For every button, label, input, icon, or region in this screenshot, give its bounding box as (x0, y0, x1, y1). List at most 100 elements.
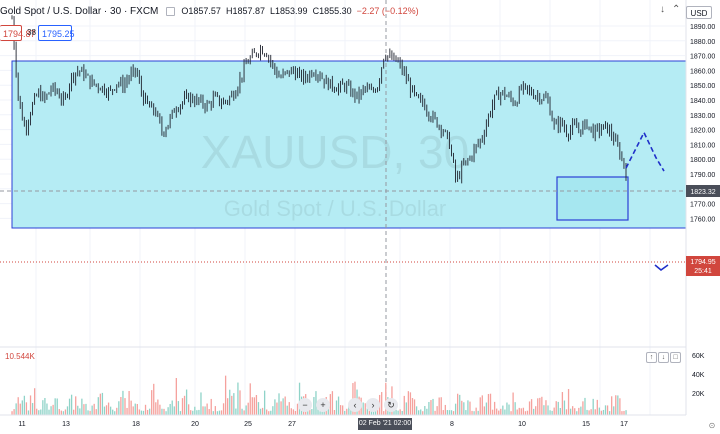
volume-value: 10.544K (5, 352, 35, 361)
volume-bar (532, 408, 535, 415)
scroll-right-icon[interactable]: › (366, 398, 380, 412)
corner-clock-icon: ⊙ (709, 421, 716, 430)
visibility-toggle-icon[interactable] (166, 6, 176, 16)
pane-up-icon[interactable]: ↑ (646, 352, 657, 363)
arrow-down-icon[interactable]: ↓ (660, 4, 665, 15)
volume-bar (282, 398, 284, 415)
volume-bar (537, 398, 539, 415)
reset-chart-icon[interactable]: ↻ (384, 398, 398, 412)
volume-bar (75, 396, 77, 415)
buy-button[interactable]: 1795.25 (38, 25, 75, 41)
volume-bar (192, 410, 194, 415)
pane-down-icon[interactable]: ↓ (658, 352, 669, 363)
volume-bar (188, 404, 190, 415)
volume-bar (218, 410, 221, 415)
volume-bar (344, 410, 346, 415)
volume-bar (73, 409, 75, 415)
volume-bar (272, 406, 274, 415)
time-axis[interactable]: 11 13 18 20 25 27 8 10 15 17 (18, 421, 628, 428)
volume-bar (151, 390, 153, 415)
volume-bar (452, 411, 455, 415)
volume-bar (40, 409, 42, 415)
volume-bar (103, 406, 106, 415)
volume-bar (487, 393, 490, 415)
volume-bar (516, 409, 518, 415)
volume-bar (403, 395, 405, 415)
volume-bar (362, 402, 364, 415)
ohlc-open: O1857.57 (181, 6, 221, 16)
volume-bar (411, 398, 414, 415)
volume-bar (183, 395, 186, 415)
volume-bar (374, 409, 377, 415)
volume-bar (576, 411, 578, 415)
volume-bar (128, 391, 130, 415)
volume-bar (290, 408, 292, 415)
time-tick-label: 20 (191, 421, 199, 428)
sell-button[interactable]: 1794.87 (0, 25, 36, 41)
volume-bar (134, 403, 136, 415)
symbol-title[interactable]: Gold Spot / U.S. Dollar · 30 · FXCM (0, 5, 159, 17)
price-tick-label: 1820.00 (690, 128, 715, 135)
volume-bar (559, 407, 561, 415)
chevron-up-icon[interactable]: ⌃ (672, 4, 681, 15)
volume-bar (440, 397, 442, 415)
volume-bar (251, 397, 253, 415)
volume-bar (506, 402, 508, 415)
consolidation-rectangle[interactable] (556, 176, 629, 221)
volume-bar (329, 394, 331, 415)
scroll-left-icon[interactable]: ‹ (348, 398, 362, 412)
countdown-text: 25:41 (694, 268, 712, 275)
zoom-in-icon[interactable]: + (316, 398, 330, 412)
volume-bar (309, 409, 311, 415)
time-tick-label: 25 (244, 421, 252, 428)
volume-bar (60, 410, 62, 415)
volume-bar (444, 404, 446, 415)
volume-bar (292, 409, 295, 415)
projection-path[interactable] (625, 130, 665, 172)
volume-bar (580, 406, 582, 415)
price-tick-label: 1870.00 (690, 54, 715, 61)
volume-bar (222, 403, 225, 415)
volume-bar (11, 411, 13, 415)
volume-bar (417, 410, 420, 415)
volume-bar (56, 398, 58, 415)
volume-bar (245, 405, 247, 415)
price-tick-label: 1800.00 (690, 157, 715, 164)
volume-bar (438, 397, 440, 415)
volume-bar (179, 411, 182, 415)
volume-bar (140, 410, 143, 415)
price-tick-label: 1830.00 (690, 113, 715, 120)
volume-bar (266, 409, 268, 415)
volume-bar (112, 409, 114, 415)
volume-bar (109, 406, 112, 415)
volume-bar (596, 399, 598, 415)
volume-bar (514, 402, 516, 415)
volume-bar (27, 410, 30, 415)
volume-bar (436, 406, 438, 415)
pane-maximize-icon[interactable]: □ (670, 352, 681, 363)
volume-bar (261, 407, 264, 415)
volume-bar (543, 405, 545, 415)
volume-bar (175, 378, 177, 415)
volume-bar (126, 407, 128, 415)
volume-bar (89, 410, 91, 415)
time-tick-label: 10 (518, 421, 526, 428)
volume-bar (623, 410, 625, 415)
volume-bar (319, 411, 321, 415)
zoom-out-icon[interactable]: − (298, 398, 312, 412)
volume-bar (551, 410, 553, 415)
volume-bar (136, 403, 138, 415)
volume-bar (29, 395, 32, 415)
volume-bar (105, 405, 108, 415)
price-tick-label: 1860.00 (690, 68, 715, 75)
volume-bar (54, 398, 56, 415)
volume-bar (432, 398, 434, 415)
volume-bar (594, 409, 596, 415)
volume-bar (496, 408, 498, 415)
volume-bar (426, 408, 428, 415)
volume-bar (489, 393, 492, 415)
volume-bar (114, 411, 116, 415)
currency-selector[interactable]: USD (686, 6, 712, 19)
volume-bar (161, 408, 163, 415)
